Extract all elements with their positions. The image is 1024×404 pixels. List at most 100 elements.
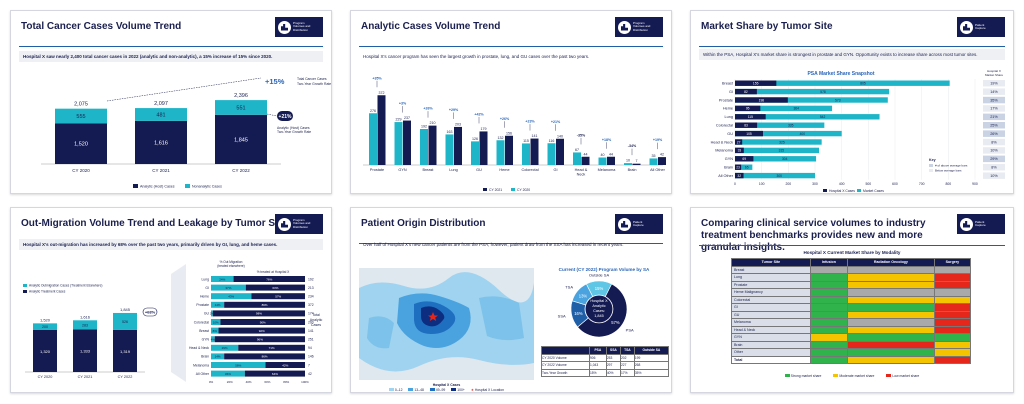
category-label: GYN [202,338,210,342]
value-label: 155 [753,82,759,86]
key-item-1: # of above average bars [935,164,968,168]
value-label: 33 [738,149,742,153]
slide-out-migration[interactable]: Out-Migration Volume Trend and Leakage b… [10,207,332,393]
bar-cy2021 [428,125,437,165]
tick-label: 400 [839,182,845,186]
slide-patient-origin[interactable]: Patient Origin Distribution Patient Captu… [350,207,672,393]
outmig-growth-pill [142,307,158,317]
moderate-cell [847,273,935,282]
slice-name: Outside SA [589,273,610,278]
value-label: 27 [737,140,741,144]
bar-treated-pct [233,276,305,282]
table-row: GI [731,303,972,312]
moderate-cell [847,325,935,334]
bar-cy2021 [377,95,386,165]
total-label: 7 [308,363,310,367]
total-label: 174 [308,312,314,316]
bar-cy2021 [607,156,615,165]
value-label: 140 [557,134,563,138]
share-value: 21% [990,115,998,119]
bar-hospital-x [735,80,777,86]
slide-comparison[interactable]: Comparing clinical service volumes to in… [690,207,1014,393]
value-label: 115 [523,139,529,143]
slide-title: Comparing clinical service volumes to in… [701,218,926,253]
legend-analytic: Analytic (Host) Cases [140,185,175,189]
value-label: 335 [788,124,794,128]
bar-outmigration [33,323,57,330]
moderate-cell [933,340,972,349]
treated-pct-label: 42% [282,363,288,367]
value-label: 229 [396,118,402,122]
map-legend-title: Hospital X Cases [432,383,461,387]
share-value: 8% [991,140,997,144]
total-label: 146 [308,355,314,359]
label-treatment: 1,320 [40,349,51,354]
tick-label: Melanoma [598,168,617,172]
slide-subtitle: Hospital X's out-migration has increased… [19,239,323,250]
label-total: 2,097 [154,101,168,107]
share-cell [983,113,1005,121]
category-label: Breast [722,82,734,86]
strong-cell [933,333,972,342]
bar-cy2020 [522,143,530,165]
value-label: 44 [609,152,613,156]
label-analytic: 1,520 [74,142,88,148]
key-title: Key [929,158,936,162]
slide-title: Patient Origin Distribution [361,218,486,229]
bar-cy2020 [394,122,403,165]
category-label: Prostate [719,98,733,102]
slide-analytic-cases[interactable]: Analytic Cases Volume Trend Program Volum… [350,10,672,194]
moderate-cell [847,310,935,319]
analytic-growth-label-2: Two-Year Growth Rate [277,130,311,134]
value-label: 95 [746,107,750,111]
value-label: 372 [379,91,385,95]
share-cell [983,130,1005,137]
value-label: 805 [860,82,866,86]
analytic-growth-pill [277,111,293,121]
out-migration-chart: Analytic Outmigration Cases (Treatment E… [23,260,322,384]
bar-hospital-x [735,172,744,179]
program-volume-donut: Current (CY 2022) Program Volume by SA 5… [558,267,650,338]
share-cell [983,88,1005,95]
label-nonanalytic: 555 [76,114,85,120]
patient-capture-logo: Patient Capture [615,214,663,234]
legend-nonanalytic: Nonanalytic Cases [192,185,222,189]
out-pct-label: 14% [215,355,221,359]
value-label: 237 [404,116,410,120]
share-value: 8% [991,166,997,170]
gray-cell [809,265,849,274]
tick-label: 500 [865,182,871,186]
bar-cy2020 [471,141,479,165]
bar-market [735,97,888,103]
slice-pct: 13% [579,293,588,298]
bar-market [735,105,833,112]
building-icon [278,217,291,231]
bar-cy2020 [369,113,377,165]
value-label: 116 [549,139,555,143]
category-label: GI [729,90,733,94]
category-label: GYN [725,157,733,161]
bar-cy2020 [598,157,607,165]
bar-hospital-x [735,156,754,162]
bar-hospital-x [735,88,757,95]
share-cell [983,96,1005,104]
value-label: 105 [746,132,752,136]
col2-header: % treated at Hospital X [257,270,290,274]
label-analytic: 1,616 [154,140,168,146]
patient-origin-map[interactable] [359,268,534,380]
out-pct-label: 14% [215,303,221,307]
label-outmigration: 283 [82,323,88,327]
legend-swatch-analytic [133,184,138,188]
label-total: 2,075 [74,102,88,108]
share-value: 10% [990,149,998,153]
category-label: Melanoma [715,149,734,153]
table-row: CY 2020 Volume 906 253 202 199 [541,353,670,362]
label-nonanalytic: 551 [236,105,245,111]
table-row: Head & Neck [731,325,972,334]
value-label: 42 [660,153,664,157]
tick-label: Brain [628,168,637,172]
slide-market-share[interactable]: Market Share by Tumor Site Patient Captur… [690,10,1014,194]
out-pct-label: 24% [219,277,225,281]
tick-label: Neck [577,173,586,177]
slide-total-cases[interactable]: Total Cancer Cases Volume Trend Program V… [10,10,332,194]
